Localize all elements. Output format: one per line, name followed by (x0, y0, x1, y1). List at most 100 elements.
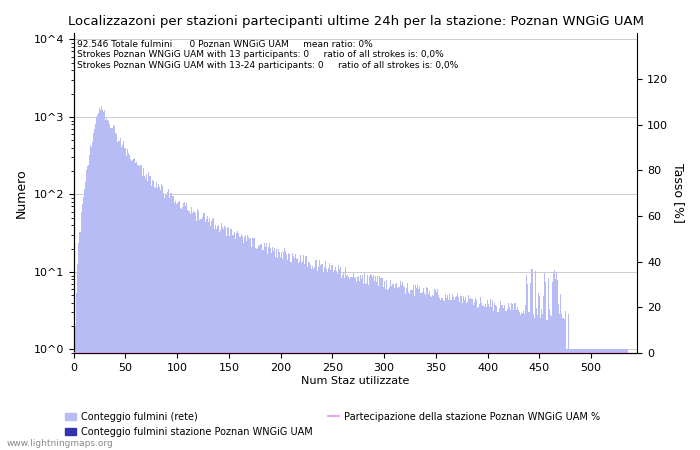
Bar (173, 196, 174, 450)
Bar (109, 124, 111, 450)
Bar (570, 350, 572, 450)
Bar (274, 248, 275, 450)
Bar (381, 278, 382, 450)
Bar (213, 218, 214, 450)
Bar (193, 212, 195, 450)
Bar (270, 248, 271, 450)
Bar (468, 295, 470, 450)
Bar (430, 296, 431, 450)
Bar (74, 350, 76, 450)
Bar (501, 305, 503, 450)
Bar (331, 265, 332, 450)
Bar (547, 320, 548, 450)
Bar (356, 282, 357, 450)
Bar (613, 350, 614, 450)
Bar (269, 243, 270, 450)
Bar (521, 313, 522, 450)
Bar (368, 285, 369, 450)
Bar (159, 187, 160, 450)
Bar (196, 220, 197, 450)
Bar (332, 266, 333, 450)
Bar (497, 312, 498, 450)
Bar (215, 225, 216, 450)
Bar (139, 166, 141, 450)
Bar (116, 134, 117, 450)
Bar (494, 302, 496, 450)
Bar (244, 237, 245, 450)
Bar (334, 270, 335, 450)
Bar (420, 292, 421, 450)
Bar (272, 247, 273, 450)
Bar (299, 261, 300, 450)
Bar (544, 274, 545, 450)
Bar (574, 350, 575, 450)
Bar (535, 271, 536, 450)
Bar (523, 311, 524, 450)
Bar (91, 147, 92, 450)
Bar (612, 350, 613, 450)
Bar (555, 279, 556, 450)
Bar (522, 313, 523, 450)
Bar (105, 120, 106, 450)
Bar (377, 276, 379, 450)
Bar (607, 350, 608, 450)
Bar (556, 271, 557, 450)
Bar (358, 281, 360, 450)
Bar (309, 262, 310, 450)
Bar (96, 117, 97, 450)
Bar (610, 350, 611, 450)
Bar (241, 234, 242, 450)
Bar (405, 294, 406, 450)
Bar (475, 300, 477, 450)
Bar (141, 176, 143, 450)
Bar (160, 189, 161, 450)
Bar (174, 201, 176, 450)
Bar (372, 277, 373, 450)
Bar (267, 247, 269, 450)
Bar (554, 270, 555, 450)
Bar (169, 198, 171, 450)
Partecipazione della stazione Poznan WNGiG UAM % (514, 350, 523, 356)
Bar (514, 303, 515, 450)
Bar (541, 309, 542, 450)
Bar (317, 271, 318, 450)
Bar (357, 277, 358, 450)
Bar (273, 251, 274, 450)
Bar (454, 300, 455, 450)
Bar (243, 243, 244, 450)
Bar (80, 212, 81, 450)
Bar (127, 149, 128, 450)
Bar (394, 288, 395, 450)
Bar (367, 275, 368, 450)
Bar (421, 292, 422, 450)
Bar (184, 202, 185, 450)
Bar (346, 276, 347, 450)
Bar (146, 174, 147, 450)
Bar (232, 235, 234, 450)
Bar (165, 195, 167, 450)
Bar (129, 155, 130, 450)
Bar (214, 230, 215, 450)
Bar (251, 247, 252, 450)
Bar (364, 273, 365, 450)
Bar (370, 274, 371, 450)
Bar (414, 285, 416, 450)
Bar (107, 120, 108, 450)
Bar (624, 350, 626, 450)
Bar (362, 275, 363, 450)
Bar (489, 307, 490, 450)
Bar (176, 203, 178, 450)
Bar (598, 350, 600, 450)
Bar (238, 233, 239, 450)
Bar (95, 124, 96, 450)
Bar (303, 255, 304, 450)
Bar (392, 284, 393, 450)
Bar (94, 129, 95, 450)
Bar (150, 186, 152, 450)
Bar (182, 207, 183, 450)
Bar (449, 294, 450, 450)
Bar (553, 272, 554, 450)
Bar (197, 209, 198, 450)
Bar (121, 147, 122, 450)
Bar (484, 307, 485, 450)
